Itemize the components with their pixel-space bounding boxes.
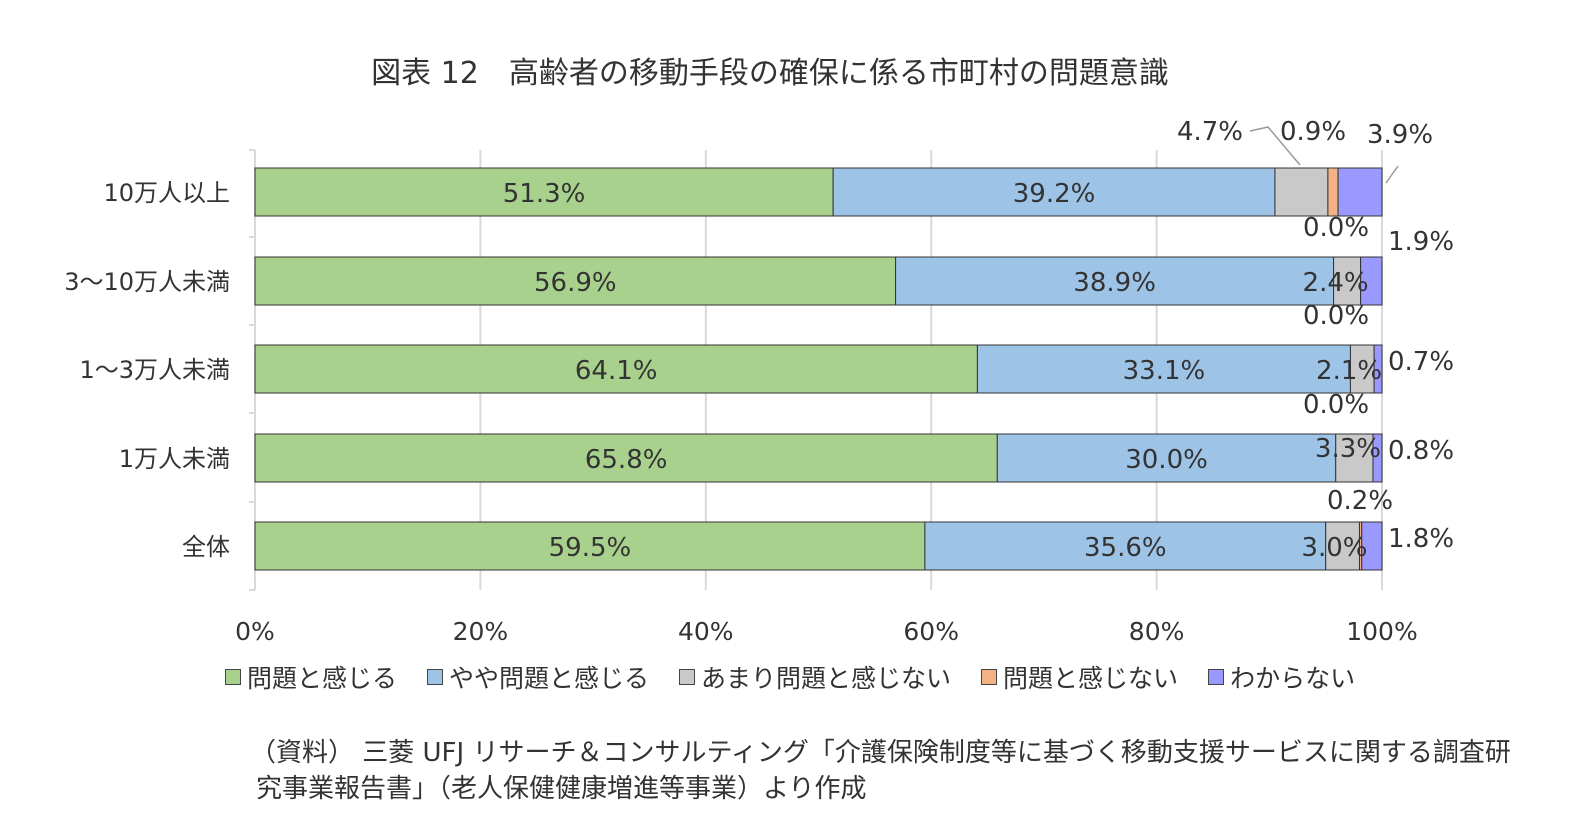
legend-item: やや問題と感じる	[427, 659, 649, 695]
data-label: 1.9%	[1388, 227, 1454, 257]
data-label: 2.4%	[1303, 268, 1369, 298]
data-label: 0.0%	[1303, 301, 1369, 331]
x-tick-label: 0%	[235, 617, 275, 646]
category-label: 1～3万人未満	[79, 356, 230, 384]
data-label: 65.8%	[585, 445, 668, 475]
legend-swatch	[1208, 669, 1225, 685]
legend-swatch	[225, 669, 241, 685]
bar-segment	[924, 521, 1327, 571]
legend-label: 問題と感じない	[1003, 664, 1179, 693]
legend-item: 問題と感じない	[981, 659, 1178, 695]
bar-segment	[254, 344, 978, 394]
bar-segment	[254, 433, 998, 483]
bar-segment	[254, 167, 834, 217]
x-tick-label: 80%	[1129, 617, 1185, 646]
legend-label: あまり問題と感じない	[701, 664, 952, 693]
chart-title: 図表 12 高齢者の移動手段の確保に係る市町村の問題意識	[371, 56, 1169, 91]
data-label: 38.9%	[1073, 268, 1156, 298]
bar-segment	[996, 433, 1337, 483]
data-label: 64.1%	[575, 356, 658, 386]
bar-segment	[1337, 167, 1383, 217]
data-label: 35.6%	[1084, 533, 1167, 563]
bar-segment	[1372, 433, 1383, 483]
source-note-line-1: （資料） 三菱 UFJ リサーチ＆コンサルティング「介護保険制度等に基づく移動支…	[250, 738, 1511, 768]
bar-segment	[1361, 521, 1383, 571]
bar-segment	[1373, 344, 1383, 394]
leader-line	[1249, 126, 1301, 166]
legend-item: あまり問題と感じない	[679, 659, 951, 695]
data-label: 3.3%	[1315, 434, 1381, 464]
x-tick-label: 40%	[678, 617, 734, 646]
data-label: 51.3%	[503, 179, 586, 209]
data-label: 0.0%	[1303, 390, 1369, 420]
data-label: 2.1%	[1316, 356, 1382, 386]
bar-segment	[1360, 256, 1383, 306]
data-label: 3.0%	[1301, 533, 1367, 563]
legend-swatch	[679, 669, 696, 685]
legend-label: やや問題と感じる	[449, 664, 650, 693]
bar-segment	[1325, 521, 1360, 571]
category-label: 全体	[182, 533, 230, 561]
bar-segment	[1335, 433, 1374, 483]
legend: 問題と感じる やや問題と感じる あまり問題と感じない 問題と感じない わからない	[225, 660, 1385, 694]
x-tick-label: 60%	[903, 617, 959, 646]
legend-swatch	[427, 669, 444, 685]
x-tick-label: 20%	[453, 617, 509, 646]
data-label: 59.5%	[549, 533, 632, 563]
bar-segment	[254, 521, 926, 571]
leader-line	[1385, 165, 1399, 184]
legend-item: わからない	[1208, 659, 1355, 695]
data-label: 39.2%	[1013, 179, 1096, 209]
source-note: （資料） 三菱 UFJ リサーチ＆コンサルティング「介護保険制度等に基づく移動支…	[250, 735, 1540, 807]
legend-item: 問題と感じる	[225, 659, 397, 695]
category-label: 3～10万人未満	[64, 268, 230, 296]
data-labels: 51.3% 39.2%4.7% 0.9% 3.9%56.9% 38.9% 2.4%0.0%…	[503, 117, 1454, 563]
data-label: 0.2%	[1327, 486, 1393, 516]
bar-segment	[254, 256, 897, 306]
source-note-line-2: 究事業報告書」（老人保健健康増進等事業）より作成	[256, 774, 867, 804]
data-label: 56.9%	[534, 268, 617, 298]
bar-segment	[1333, 256, 1362, 306]
data-label: 1.8%	[1388, 524, 1454, 554]
bar-segment	[895, 256, 1335, 306]
x-tick-label: 100%	[1346, 617, 1417, 646]
data-label: 0.8%	[1388, 436, 1454, 466]
data-label: 0.0%	[1303, 213, 1369, 243]
data-label: 3.9%	[1367, 120, 1433, 150]
legend-label: わからない	[1230, 664, 1356, 693]
category-label: 1万人未満	[119, 445, 230, 473]
data-label: 0.9%	[1280, 117, 1346, 147]
category-label: 10万人以上	[103, 179, 230, 207]
bar-segment	[1327, 167, 1339, 217]
data-label: 33.1%	[1123, 356, 1206, 386]
legend-label: 問題と感じる	[247, 664, 398, 693]
bar-segment	[1274, 167, 1329, 217]
legend-swatch	[981, 669, 998, 685]
data-label: 30.0%	[1125, 445, 1208, 475]
bars	[254, 167, 1383, 571]
bar-segment	[976, 344, 1351, 394]
data-label: 4.7%	[1177, 117, 1243, 147]
data-label: 0.7%	[1388, 347, 1454, 377]
axis: 0% 20% 40% 60% 80% 100% 10万人以上 3～10万人未満 1～3万人未満 1…	[64, 149, 1418, 646]
